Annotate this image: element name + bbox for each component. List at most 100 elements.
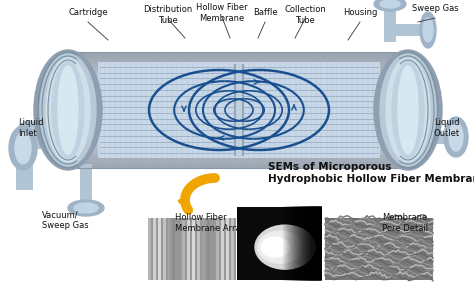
Bar <box>234 64 244 156</box>
Ellipse shape <box>386 58 430 162</box>
Bar <box>207 218 210 280</box>
Bar <box>68 81 408 84</box>
Text: Cartridge: Cartridge <box>68 8 108 17</box>
Bar <box>68 72 408 75</box>
Bar <box>68 159 408 162</box>
Bar <box>68 58 408 61</box>
Ellipse shape <box>392 62 424 158</box>
Bar <box>68 127 408 130</box>
Bar <box>68 84 408 87</box>
Text: Liquid
Inlet: Liquid Inlet <box>18 118 44 138</box>
Bar <box>68 64 408 67</box>
Bar <box>237 207 322 280</box>
Bar <box>68 142 408 145</box>
Text: Distribution
Tube: Distribution Tube <box>143 5 192 25</box>
Bar <box>68 87 408 90</box>
Ellipse shape <box>374 0 406 11</box>
Bar <box>68 116 408 119</box>
Bar <box>202 218 205 280</box>
Text: Liquid
Outlet: Liquid Outlet <box>434 118 460 138</box>
Bar <box>148 218 151 280</box>
Bar <box>68 78 408 81</box>
Ellipse shape <box>258 231 302 263</box>
Bar <box>68 165 408 168</box>
Bar <box>80 164 92 209</box>
Ellipse shape <box>40 54 96 166</box>
Bar <box>23 135 71 149</box>
Text: SEMs of Microporous
Hydrophobic Hollow Fiber Membrane: SEMs of Microporous Hydrophobic Hollow F… <box>268 162 474 185</box>
Ellipse shape <box>9 126 37 170</box>
Text: Sweep Gas: Sweep Gas <box>412 4 458 13</box>
Bar <box>192 218 195 280</box>
Ellipse shape <box>423 18 433 42</box>
Bar <box>167 218 171 280</box>
Ellipse shape <box>16 121 44 149</box>
Text: Housing: Housing <box>343 8 377 17</box>
Bar <box>406 130 456 144</box>
Bar <box>231 218 234 280</box>
Ellipse shape <box>380 54 436 166</box>
Bar <box>68 145 408 148</box>
Bar <box>68 101 408 104</box>
Text: Baffle: Baffle <box>253 8 277 17</box>
Ellipse shape <box>68 200 104 216</box>
Bar <box>68 148 408 151</box>
Bar <box>211 218 215 280</box>
Bar <box>68 55 408 58</box>
Bar <box>68 90 408 93</box>
Bar <box>68 110 408 113</box>
Ellipse shape <box>374 50 442 170</box>
Bar <box>68 67 408 69</box>
Bar <box>68 151 408 154</box>
Text: Vacuum/
Sweep Gas: Vacuum/ Sweep Gas <box>42 210 89 230</box>
Ellipse shape <box>46 58 90 162</box>
Bar <box>158 218 161 280</box>
Bar <box>68 133 408 136</box>
Bar <box>68 125 408 127</box>
Bar <box>384 4 396 42</box>
Bar <box>182 218 185 280</box>
Bar <box>217 218 219 280</box>
Bar <box>68 98 408 101</box>
Ellipse shape <box>34 50 102 170</box>
Bar <box>68 156 408 159</box>
Bar <box>68 162 408 165</box>
Ellipse shape <box>52 62 84 158</box>
Bar <box>16 135 33 190</box>
Bar <box>68 136 408 139</box>
Bar <box>98 62 380 158</box>
Ellipse shape <box>261 237 289 257</box>
Ellipse shape <box>58 66 78 154</box>
Text: Hollow Fiber
Membrane Array: Hollow Fiber Membrane Array <box>175 213 246 233</box>
Bar <box>221 218 224 280</box>
Text: Membrane
Pore Detail: Membrane Pore Detail <box>382 213 428 233</box>
Ellipse shape <box>255 225 315 269</box>
Bar <box>68 93 408 96</box>
Ellipse shape <box>444 117 468 157</box>
Bar <box>68 119 408 122</box>
Text: Hollow Fiber
Membrane: Hollow Fiber Membrane <box>196 3 248 23</box>
Bar <box>68 69 408 72</box>
Bar <box>163 218 165 280</box>
Bar <box>68 139 408 142</box>
Bar <box>68 122 408 125</box>
Bar <box>148 218 236 280</box>
Bar <box>177 218 180 280</box>
Bar <box>153 218 156 280</box>
Bar <box>68 96 408 98</box>
Bar <box>173 218 175 280</box>
Bar <box>187 218 190 280</box>
Bar <box>236 64 242 156</box>
Ellipse shape <box>449 123 463 151</box>
Ellipse shape <box>398 66 418 154</box>
Ellipse shape <box>420 12 436 48</box>
Bar <box>68 61 408 64</box>
Bar <box>68 75 408 78</box>
Bar <box>68 104 408 107</box>
Bar <box>68 113 408 116</box>
Bar <box>68 130 408 133</box>
Ellipse shape <box>15 132 31 164</box>
Ellipse shape <box>380 0 400 8</box>
Bar <box>226 218 229 280</box>
Bar <box>68 154 408 156</box>
